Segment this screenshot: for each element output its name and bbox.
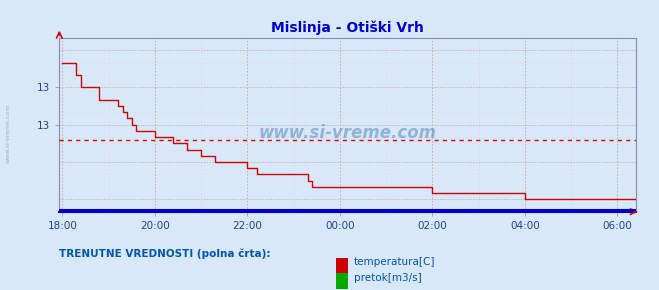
Text: TRENUTNE VREDNOSTI (polna črta):: TRENUTNE VREDNOSTI (polna črta): bbox=[59, 248, 271, 259]
Title: Mislinja - Otiški Vrh: Mislinja - Otiški Vrh bbox=[272, 21, 424, 35]
Text: www.si-vreme.com: www.si-vreme.com bbox=[258, 124, 437, 142]
Text: www.si-vreme.com: www.si-vreme.com bbox=[6, 104, 11, 163]
Text: pretok[m3/s]: pretok[m3/s] bbox=[354, 273, 422, 283]
Text: temperatura[C]: temperatura[C] bbox=[354, 257, 436, 267]
